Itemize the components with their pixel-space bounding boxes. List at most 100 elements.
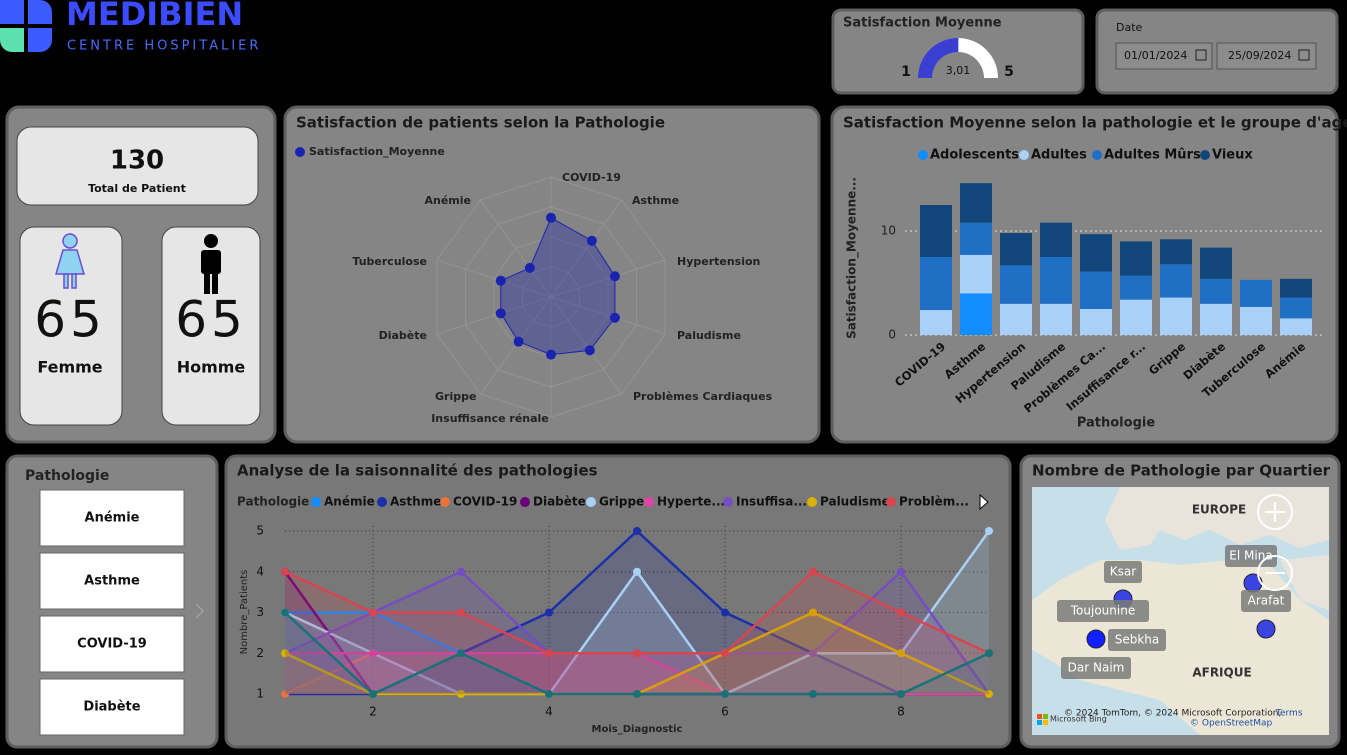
slicer-item-label: Asthme (84, 574, 140, 589)
slicer-item-label: Diabète (83, 700, 140, 715)
y-tick-label: 5 (256, 524, 264, 538)
bar-segment (1160, 264, 1192, 298)
y-tick-label: 10 (881, 224, 896, 238)
map-osm[interactable]: © OpenStreetMap (1190, 719, 1273, 729)
gauge-title: Satisfaction Moyenne (843, 16, 1002, 31)
bar-segment (1200, 303, 1232, 335)
legend-label: Insuffisa... (736, 495, 807, 509)
zoom-out[interactable] (1257, 555, 1293, 591)
map-terms[interactable]: Terms (1275, 709, 1303, 719)
series-point (281, 567, 289, 576)
male-icon (201, 234, 221, 294)
legend-marker (1019, 150, 1029, 160)
place-label-box (1108, 629, 1166, 651)
series-point (897, 649, 905, 658)
radar-point (546, 212, 556, 223)
series-point (721, 690, 729, 698)
radar-spoke (550, 259, 666, 298)
slicer-item[interactable] (39, 678, 185, 736)
series-point (369, 690, 377, 698)
slicer-item[interactable] (39, 615, 185, 673)
legend-label: Diabète (533, 495, 586, 509)
area-fill (285, 653, 989, 694)
slicer-item-label: COVID-19 (77, 637, 147, 652)
bar-segment (1160, 297, 1192, 335)
region-label: AFRIQUE (1192, 666, 1251, 680)
map-bubble[interactable] (1256, 619, 1276, 639)
x-tick-label: 2 (369, 705, 377, 719)
radar-point (513, 336, 524, 347)
place-label: Arafat (1248, 594, 1285, 608)
radar-point (609, 312, 620, 323)
total-card (16, 126, 259, 206)
slicer-item[interactable] (39, 552, 185, 610)
series-point (545, 649, 553, 658)
x-axis-label: Mois_Diagnostic (592, 724, 683, 735)
series-point (985, 649, 993, 658)
radar-axis-label: Insuffisance rénale (431, 412, 549, 425)
bar-segment (1080, 234, 1112, 272)
area-fill (285, 571, 989, 694)
x-tick-label: 4 (545, 705, 553, 719)
bar-segment (1120, 241, 1152, 276)
y-tick-label: 1 (256, 687, 264, 701)
y-tick-label: 3 (256, 605, 264, 619)
series-point (809, 567, 817, 576)
brand-subtitle: CENTRE HOSPITALIER (67, 39, 261, 54)
bar-segment (1240, 279, 1272, 307)
bar-segment (1120, 275, 1152, 300)
calendar-icon (1298, 49, 1310, 61)
slicer-item[interactable] (39, 489, 185, 547)
place-label: Ksar (1110, 565, 1136, 579)
bar-segment (920, 310, 952, 335)
legend-marker (377, 497, 387, 507)
slicer-title: Pathologie (25, 468, 109, 484)
bar-segment (960, 254, 992, 294)
y-axis-label: Nombre_Patients (239, 570, 250, 655)
legend-marker (918, 150, 928, 160)
y-tick-label: 0 (888, 328, 896, 342)
legend-marker (807, 497, 817, 507)
radar-axis-label: Tuberculose (352, 255, 427, 268)
total-label: Total de Patient (88, 182, 186, 195)
gauge-fill (918, 38, 959, 78)
map-attribution: © 2024 TomTom, © 2024 Microsoft Corporat… (1064, 709, 1281, 719)
legend-marker (1092, 150, 1102, 160)
bar-segment (960, 183, 992, 223)
homme-value: 65 (175, 291, 247, 349)
series-point (457, 649, 465, 658)
zoom-in[interactable] (1257, 494, 1293, 530)
map-title: Nombre de Pathologie par Quartier (1032, 462, 1331, 480)
legend-label: Adultes (1031, 148, 1087, 163)
radar-panel (283, 105, 821, 444)
slicer-scroll-arrow[interactable] (195, 603, 204, 619)
legend-label: Adultes Mûrs (1104, 148, 1201, 163)
legend-marker (723, 497, 733, 507)
legend-marker (311, 497, 321, 507)
radar-point (609, 271, 620, 282)
legend-next[interactable] (979, 493, 989, 511)
area-fill (285, 653, 989, 694)
series-point (369, 649, 377, 658)
map-provider: Microsoft Bing (1050, 715, 1107, 724)
place-labels: Ksar Toujounine Sebkha Dar Naim El Mina Arafa… (1057, 545, 1291, 679)
place-label: El Mina (1229, 549, 1272, 563)
radar-axis-label: Hypertension (677, 255, 760, 268)
series-point (457, 690, 465, 698)
bar-segment (1280, 318, 1312, 335)
legend-marker (886, 497, 896, 507)
series-point (985, 690, 993, 698)
legend-marker (1200, 150, 1210, 160)
logo (0, 0, 52, 52)
date-start: 01/01/2024 (1124, 49, 1187, 62)
gauge: 3,01 1 5 (901, 38, 1014, 80)
legend-label: Vieux (1212, 148, 1253, 163)
map-bubble[interactable] (1086, 629, 1106, 649)
bar-segment (1000, 265, 1032, 304)
place-label-box (1057, 600, 1149, 622)
homme-label: Homme (177, 358, 246, 377)
series-point (281, 690, 289, 698)
y-tick-label: 4 (256, 564, 264, 578)
legend-label: COVID-19 (453, 495, 517, 509)
place-label-box (1241, 590, 1291, 612)
